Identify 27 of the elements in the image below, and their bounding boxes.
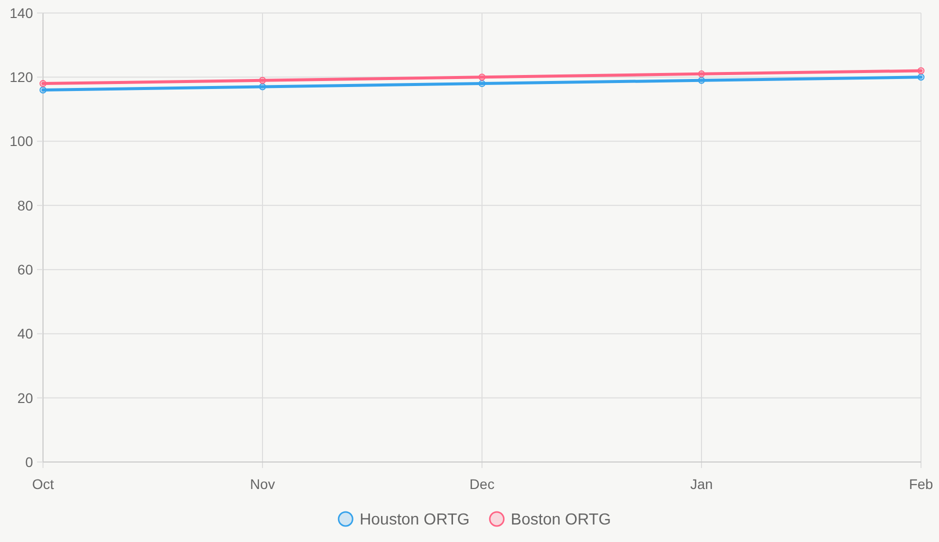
y-tick-label: 120 bbox=[10, 69, 34, 86]
line-series bbox=[40, 67, 924, 88]
y-tick-label: 100 bbox=[10, 133, 34, 150]
point bbox=[40, 86, 46, 94]
point bbox=[698, 70, 705, 78]
y-tick-label: 140 bbox=[10, 4, 34, 21]
x-tick-label: Dec bbox=[470, 476, 494, 492]
point bbox=[259, 76, 266, 84]
y-tick-label: 60 bbox=[17, 261, 34, 278]
point bbox=[918, 74, 924, 81]
x-tick-label: Feb bbox=[908, 476, 934, 492]
y-tick-label: 80 bbox=[17, 197, 34, 214]
x-tick-label: Nov bbox=[250, 476, 275, 492]
point bbox=[698, 76, 705, 84]
point bbox=[40, 80, 46, 88]
point bbox=[259, 83, 266, 90]
line-series bbox=[40, 74, 924, 94]
y-tick-label: 40 bbox=[17, 326, 34, 342]
x-tick-label: Jan bbox=[690, 476, 713, 492]
point bbox=[918, 67, 924, 74]
point bbox=[478, 74, 486, 81]
y-tick-label: 20 bbox=[17, 390, 34, 406]
x-tick-label: Oct bbox=[32, 476, 54, 492]
y-tick-label: 0 bbox=[25, 454, 34, 470]
legend-label: Houston ORTG bbox=[360, 512, 470, 529]
point bbox=[478, 80, 486, 88]
legend-label: Boston ORTG bbox=[510, 512, 611, 529]
